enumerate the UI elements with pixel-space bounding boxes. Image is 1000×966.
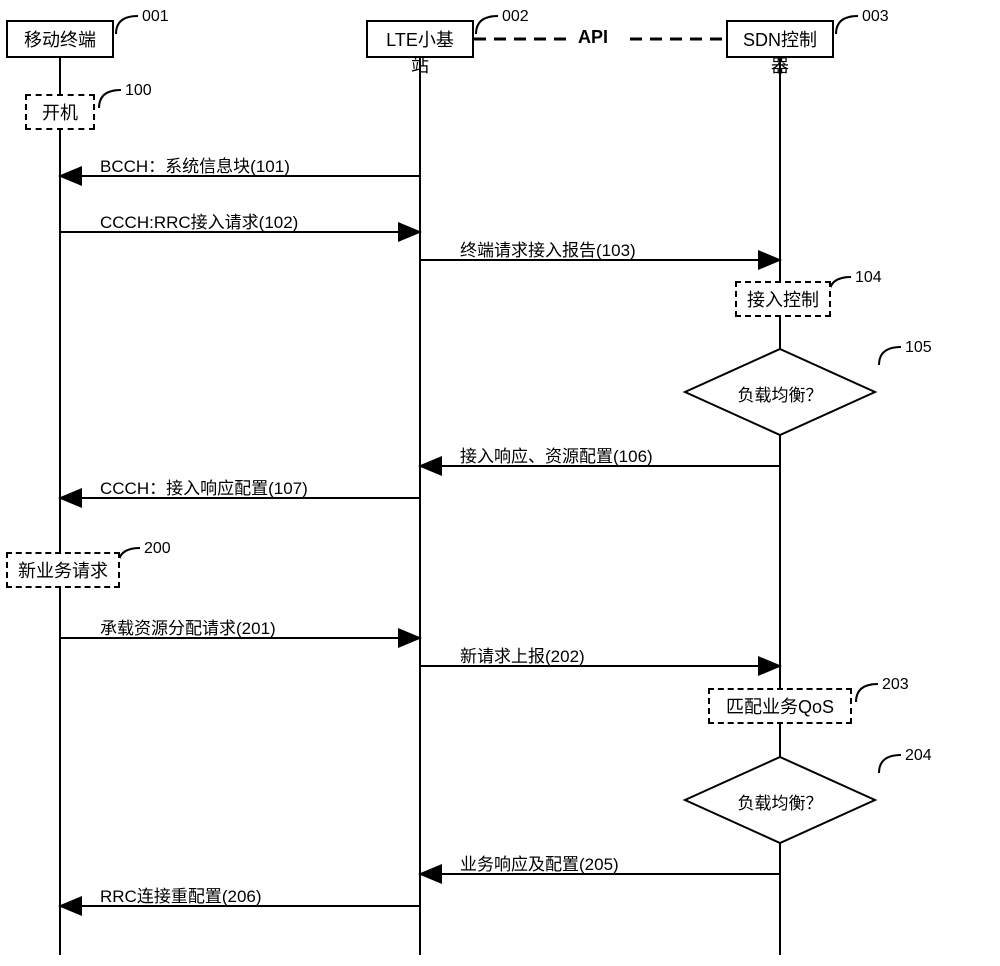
ref-001: 001 [142, 8, 169, 26]
step-box-203: 匹配业务QoS [708, 688, 852, 724]
message-13: 业务响应及配置(205) [460, 850, 619, 875]
ref-105: 105 [905, 339, 932, 357]
actor-basestation: LTE小基站 [366, 20, 474, 58]
message-2: CCCH:RRC接入请求(102) [100, 208, 298, 233]
message-10: 新请求上报(202) [460, 642, 585, 667]
message-6: 接入响应、资源配置(106) [460, 442, 653, 467]
message-14: RRC连接重配置(206) [100, 882, 262, 907]
actor-terminal: 移动终端 [6, 20, 114, 58]
step-box-100: 开机 [25, 94, 95, 130]
ref-002: 002 [502, 8, 529, 26]
message-9: 承载资源分配请求(201) [100, 614, 276, 639]
message-1: BCCH：系统信息块(101) [100, 152, 290, 177]
message-7: CCCH：接入响应配置(107) [100, 474, 308, 499]
api-connector-label: API [578, 27, 608, 48]
ref-104: 104 [855, 269, 882, 287]
actor-controller: SDN控制器 [726, 20, 834, 58]
step-box-200: 新业务请求 [6, 552, 120, 588]
step-box-104: 接入控制 [735, 281, 831, 317]
ref-204: 204 [905, 747, 932, 765]
decision-105: 负载均衡？ [730, 381, 830, 406]
ref-203: 203 [882, 676, 909, 694]
ref-003: 003 [862, 8, 889, 26]
decision-204: 负载均衡？ [730, 789, 830, 814]
message-3: 终端请求接入报告(103) [460, 236, 636, 261]
ref-100: 100 [125, 82, 152, 100]
ref-200: 200 [144, 540, 171, 558]
